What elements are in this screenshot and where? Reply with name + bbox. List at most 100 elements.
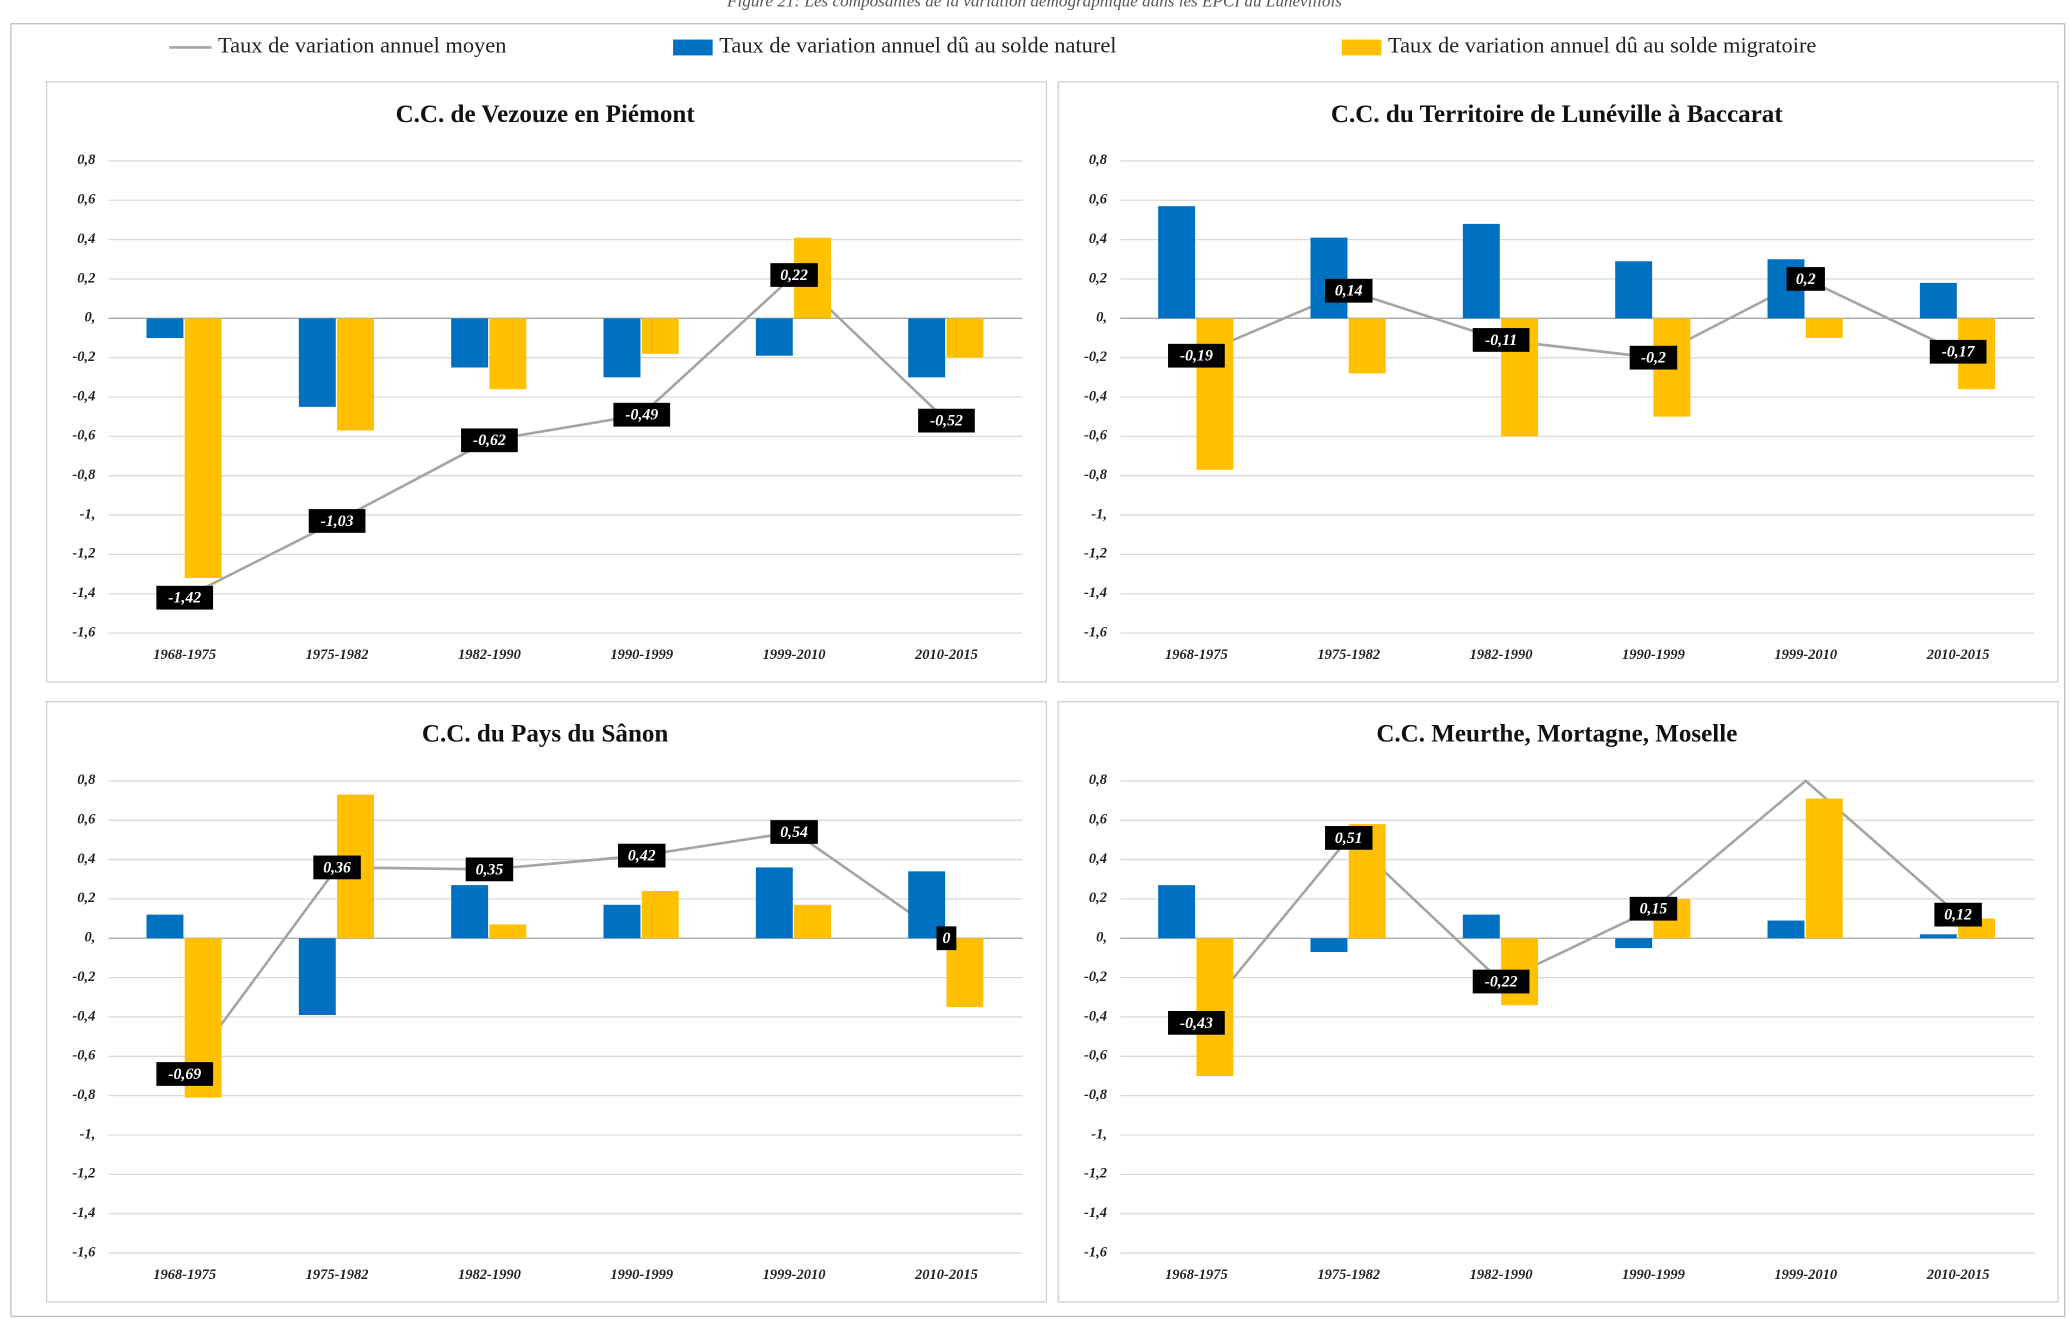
y-tick-label: 0,4 bbox=[77, 851, 95, 867]
data-label-box bbox=[156, 1062, 214, 1086]
x-tick-label: 1999-2010 bbox=[763, 1267, 826, 1283]
data-label-box bbox=[918, 408, 975, 433]
y-tick-label: 0,6 bbox=[1089, 192, 1108, 208]
y-tick-label: 0,6 bbox=[1089, 812, 1108, 828]
data-label: 0,51 bbox=[1335, 830, 1363, 847]
bar bbox=[1196, 318, 1234, 470]
bar bbox=[184, 318, 222, 579]
data-label-box bbox=[313, 855, 361, 880]
x-tick-label: 1975-1982 bbox=[1317, 647, 1380, 663]
y-tick-label: -0,2 bbox=[1084, 349, 1107, 365]
data-label-box bbox=[936, 926, 957, 951]
y-tick-label: -1, bbox=[80, 506, 96, 522]
y-tick-label: -1,2 bbox=[72, 546, 95, 562]
y-tick-label: 0, bbox=[84, 930, 95, 946]
data-label-box bbox=[1472, 969, 1530, 994]
data-label-box bbox=[770, 820, 818, 844]
data-label-box bbox=[461, 428, 518, 453]
y-tick-label: -1,6 bbox=[72, 1244, 96, 1260]
panel-border bbox=[1057, 701, 2059, 1303]
y-tick-label: 0,2 bbox=[77, 890, 95, 906]
panel-border bbox=[45, 81, 1048, 683]
panel-border bbox=[45, 701, 1048, 1303]
line bbox=[1195, 779, 1960, 1024]
y-tick-label: 0,6 bbox=[77, 812, 96, 828]
y-tick-label: -1,2 bbox=[72, 1166, 95, 1182]
y-tick-label: -0,4 bbox=[72, 388, 95, 404]
data-label: 0,14 bbox=[1335, 283, 1363, 300]
y-tick-label: -1, bbox=[1091, 506, 1107, 522]
y-tick-label: 0,2 bbox=[77, 270, 95, 286]
outer-border bbox=[10, 23, 2066, 1318]
y-tick-label: -1,4 bbox=[1084, 1205, 1107, 1221]
data-label-box bbox=[156, 585, 214, 610]
y-tick-label: -1,2 bbox=[1084, 1166, 1107, 1182]
legend-label: Taux de variation annuel moyen bbox=[218, 33, 506, 58]
x-tick-label: 1982-1990 bbox=[458, 647, 521, 663]
x-tick-label: 1982-1990 bbox=[458, 1267, 521, 1283]
bar bbox=[489, 318, 527, 390]
bar bbox=[337, 318, 375, 431]
bar bbox=[1158, 206, 1196, 319]
subplot: C.C. Meurthe, Mortagne, Moselle 0,8 0,6 0,4… bbox=[1057, 701, 2059, 1303]
legend-label: Taux de variation annuel dû au solde mig… bbox=[1388, 33, 1816, 58]
data-label: -0,62 bbox=[473, 432, 506, 449]
bar bbox=[794, 904, 832, 939]
x-tick-label: 1975-1982 bbox=[306, 647, 369, 663]
x-tick-label: 1999-2010 bbox=[1774, 647, 1837, 663]
data-label-box bbox=[1168, 343, 1225, 368]
bar bbox=[451, 885, 489, 939]
data-label: 0,2 bbox=[1796, 271, 1816, 288]
subplot: C.C. du Territoire de Lunéville à Baccar… bbox=[1057, 81, 2059, 683]
y-tick-label: -0,2 bbox=[72, 349, 95, 365]
data-label-box bbox=[618, 843, 666, 868]
panel-border bbox=[1057, 81, 2059, 683]
data-label: -0,19 bbox=[1180, 348, 1213, 365]
y-tick-label: -1, bbox=[1091, 1126, 1107, 1142]
y-tick-label: 0,4 bbox=[1089, 851, 1107, 867]
data-label-box bbox=[1325, 826, 1373, 850]
bar bbox=[1310, 237, 1348, 319]
x-tick-label: 2010-2015 bbox=[1926, 1267, 1990, 1283]
bar bbox=[641, 891, 679, 939]
data-label-box bbox=[1325, 278, 1373, 303]
x-tick-label: 2010-2015 bbox=[914, 647, 978, 663]
data-label-box bbox=[1934, 902, 1982, 927]
bar bbox=[146, 318, 184, 338]
subplot-title: C.C. du Territoire de Lunéville à Baccar… bbox=[1331, 101, 1783, 128]
figure-caption: Figure 21: Les composantes de la variati… bbox=[726, 0, 1342, 11]
data-label: -1,42 bbox=[168, 590, 201, 607]
data-label: -0,11 bbox=[1485, 332, 1517, 349]
data-label: 0,42 bbox=[628, 848, 656, 865]
subplot-title: C.C. de Vezouze en Piémont bbox=[396, 101, 696, 128]
bar bbox=[1615, 261, 1653, 319]
legend-swatch bbox=[673, 39, 713, 56]
bar bbox=[1462, 223, 1500, 319]
bar bbox=[298, 318, 336, 407]
data-label-box bbox=[308, 509, 366, 533]
bar bbox=[1310, 938, 1348, 953]
bar bbox=[603, 904, 641, 939]
data-label: 0,36 bbox=[323, 859, 351, 876]
y-tick-label: -0,8 bbox=[1084, 1087, 1108, 1103]
bar bbox=[146, 914, 184, 939]
data-label: 0,15 bbox=[1640, 901, 1668, 918]
y-tick-label: 0, bbox=[1096, 310, 1107, 326]
bar bbox=[1767, 920, 1805, 939]
x-tick-label: 1990-1999 bbox=[1622, 1267, 1685, 1283]
data-label-box bbox=[1168, 1010, 1225, 1035]
data-label: -0,49 bbox=[625, 407, 658, 424]
y-tick-label: -0,6 bbox=[1084, 428, 1108, 444]
line bbox=[183, 830, 948, 1075]
subplot-title: C.C. du Pays du Sânon bbox=[422, 721, 668, 748]
bar bbox=[755, 318, 793, 356]
x-tick-label: 1975-1982 bbox=[1317, 1267, 1380, 1283]
bar bbox=[1615, 938, 1653, 949]
y-tick-label: -1,2 bbox=[1084, 546, 1107, 562]
data-label-box bbox=[613, 402, 671, 427]
y-tick-label: -1,4 bbox=[1084, 585, 1107, 601]
data-label-box bbox=[1929, 339, 1987, 364]
y-tick-label: -1,6 bbox=[72, 624, 96, 640]
y-tick-label: 0,4 bbox=[1089, 231, 1107, 247]
